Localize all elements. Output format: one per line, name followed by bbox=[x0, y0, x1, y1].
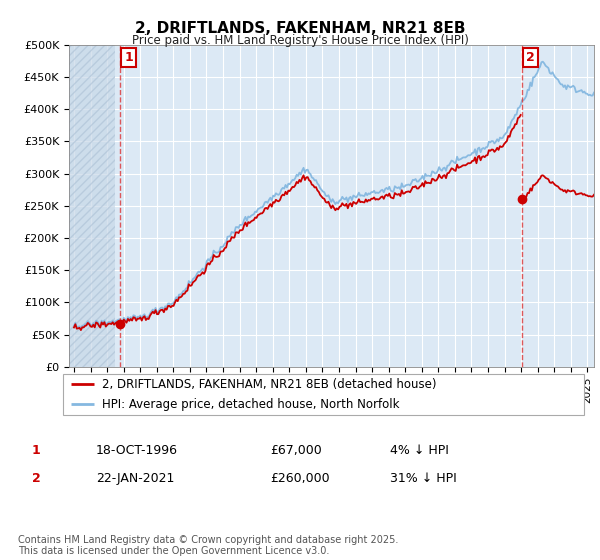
FancyBboxPatch shape bbox=[62, 374, 584, 415]
Text: 18-OCT-1996: 18-OCT-1996 bbox=[96, 444, 178, 458]
Text: 2, DRIFTLANDS, FAKENHAM, NR21 8EB: 2, DRIFTLANDS, FAKENHAM, NR21 8EB bbox=[135, 21, 465, 36]
Text: 2: 2 bbox=[32, 472, 40, 486]
Text: Contains HM Land Registry data © Crown copyright and database right 2025.
This d: Contains HM Land Registry data © Crown c… bbox=[18, 535, 398, 557]
Text: 1: 1 bbox=[32, 444, 40, 458]
Text: HPI: Average price, detached house, North Norfolk: HPI: Average price, detached house, Nort… bbox=[102, 398, 400, 411]
Text: £260,000: £260,000 bbox=[270, 472, 329, 486]
Text: 2: 2 bbox=[526, 52, 535, 64]
Text: £67,000: £67,000 bbox=[270, 444, 322, 458]
Text: 1: 1 bbox=[124, 52, 133, 64]
Text: 31% ↓ HPI: 31% ↓ HPI bbox=[390, 472, 457, 486]
Text: 22-JAN-2021: 22-JAN-2021 bbox=[96, 472, 175, 486]
Text: 4% ↓ HPI: 4% ↓ HPI bbox=[390, 444, 449, 458]
Text: Price paid vs. HM Land Registry's House Price Index (HPI): Price paid vs. HM Land Registry's House … bbox=[131, 34, 469, 46]
Text: 2, DRIFTLANDS, FAKENHAM, NR21 8EB (detached house): 2, DRIFTLANDS, FAKENHAM, NR21 8EB (detac… bbox=[102, 377, 437, 391]
